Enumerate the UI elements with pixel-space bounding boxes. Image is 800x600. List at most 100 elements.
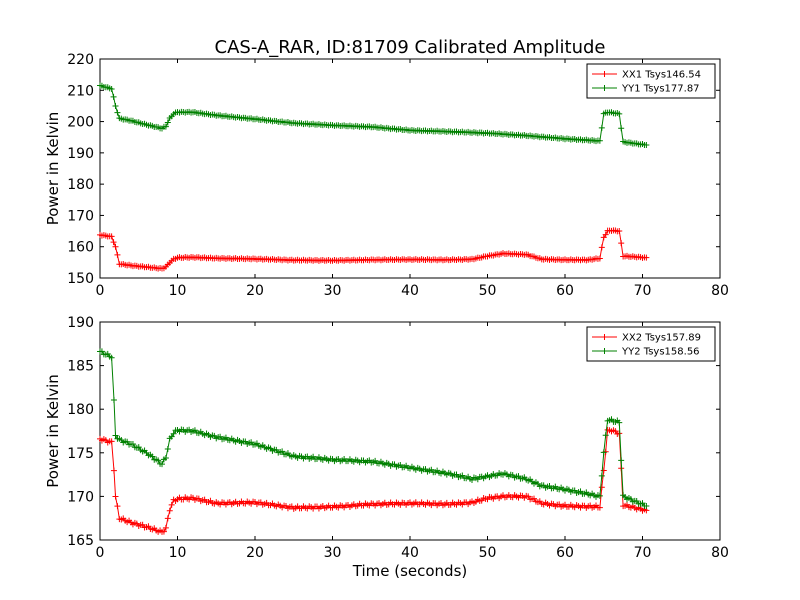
data-point <box>525 493 532 500</box>
legend-marker-1 <box>601 85 608 91</box>
data-point <box>598 244 605 251</box>
legend-marker-0 <box>601 334 608 340</box>
data-point <box>164 445 171 452</box>
x-axis-label: Time (seconds) <box>352 562 468 580</box>
data-point <box>616 110 623 117</box>
data-point <box>160 528 167 535</box>
legend-label-1: YY2 Tsys158.56 <box>621 347 700 358</box>
data-point <box>600 449 607 456</box>
data-point <box>596 492 603 499</box>
x-tick-label: 20 <box>246 283 264 299</box>
x-tick-label: 80 <box>711 283 729 299</box>
y-tick-label: 170 <box>67 208 94 224</box>
top-chart: 0 10 20 30 40 50 60 70 80 150 160 170 180 190 200 210 22… <box>44 52 729 299</box>
data-point <box>164 119 171 126</box>
data-point <box>168 501 175 508</box>
data-point <box>159 461 165 468</box>
x-tick-label: 50 <box>479 545 497 561</box>
series-markers-0 <box>97 227 650 272</box>
data-point <box>616 419 623 426</box>
data-point <box>616 228 623 235</box>
data-point <box>166 507 173 514</box>
data-point <box>598 124 605 131</box>
data-point <box>164 515 171 522</box>
data-point <box>149 453 156 460</box>
data-point <box>643 254 650 261</box>
data-point <box>110 93 117 100</box>
data-point <box>112 432 119 439</box>
data-point <box>114 251 121 258</box>
data-point <box>110 239 117 246</box>
y-tick-label: 190 <box>67 315 94 331</box>
x-tick-label: 30 <box>324 545 342 561</box>
series-markers-0 <box>97 426 650 535</box>
y-tick-label: 185 <box>67 359 94 375</box>
x-tick-label: 70 <box>634 545 652 561</box>
data-point <box>108 86 115 93</box>
data-point <box>114 109 121 116</box>
data-point <box>108 233 115 240</box>
y-tick-label: 175 <box>67 446 94 462</box>
data-point <box>162 123 169 130</box>
data-point <box>643 502 650 509</box>
legend-marker-0 <box>601 71 608 77</box>
data-point <box>110 396 117 403</box>
y-tick-label: 210 <box>67 83 94 99</box>
data-point <box>112 102 119 109</box>
data-point <box>98 348 105 355</box>
x-tick-label: 40 <box>401 283 419 299</box>
x-tick-label: 20 <box>246 545 264 561</box>
data-point <box>596 137 603 144</box>
data-point <box>596 504 603 511</box>
y-tick-label: 190 <box>67 146 94 162</box>
data-point <box>618 240 625 247</box>
data-point <box>170 430 177 437</box>
y-tick-label: 150 <box>67 271 94 287</box>
data-point <box>602 231 609 238</box>
x-tick-label: 30 <box>324 283 342 299</box>
legend-box <box>586 326 716 362</box>
data-point <box>110 467 117 474</box>
data-point <box>112 243 119 250</box>
series-markers-1 <box>97 348 650 509</box>
data-point <box>596 255 603 262</box>
y-axis-label: Power in Kelvin <box>44 112 62 226</box>
legend-label-0: XX2 Tsys157.89 <box>622 333 701 344</box>
y-tick-label: 180 <box>67 402 94 418</box>
data-point <box>114 503 121 510</box>
data-point <box>598 484 605 491</box>
y-axis-label: Power in Kelvin <box>44 374 62 488</box>
bottom-chart: 0 10 20 30 40 50 60 70 80 165 170 175 180 185 190 Power… <box>44 315 729 580</box>
data-point <box>618 125 625 132</box>
data-point <box>643 142 650 149</box>
data-point <box>162 455 169 462</box>
y-tick-label: 220 <box>67 52 94 68</box>
data-point <box>108 438 115 445</box>
y-tick-label: 165 <box>67 533 94 549</box>
x-tick-label: 0 <box>96 283 105 299</box>
data-point <box>600 467 607 474</box>
data-point <box>162 524 169 531</box>
data-point <box>155 457 162 464</box>
x-tick-label: 50 <box>479 283 497 299</box>
legend-label-1: YY1 Tsys177.87 <box>621 84 700 95</box>
y-tick-label: 200 <box>67 115 94 131</box>
x-tick-label: 40 <box>401 545 419 561</box>
x-tick-label: 10 <box>169 283 187 299</box>
x-tick-label: 70 <box>634 283 652 299</box>
x-tick-label: 80 <box>711 545 729 561</box>
y-tick-label: 180 <box>67 177 94 193</box>
data-point <box>112 493 119 500</box>
data-point <box>108 354 115 361</box>
x-tick-label: 10 <box>169 545 187 561</box>
x-tick-label: 60 <box>556 545 574 561</box>
data-point <box>129 440 136 447</box>
data-point <box>602 432 609 439</box>
data-point <box>598 472 605 479</box>
legend-label-0: XX1 Tsys146.54 <box>622 70 701 81</box>
y-tick-label: 170 <box>67 489 94 505</box>
x-tick-label: 60 <box>556 283 574 299</box>
series-markers-1 <box>97 82 650 149</box>
chart-title: CAS-A_RAR, ID:81709 Calibrated Amplitude <box>215 37 606 58</box>
